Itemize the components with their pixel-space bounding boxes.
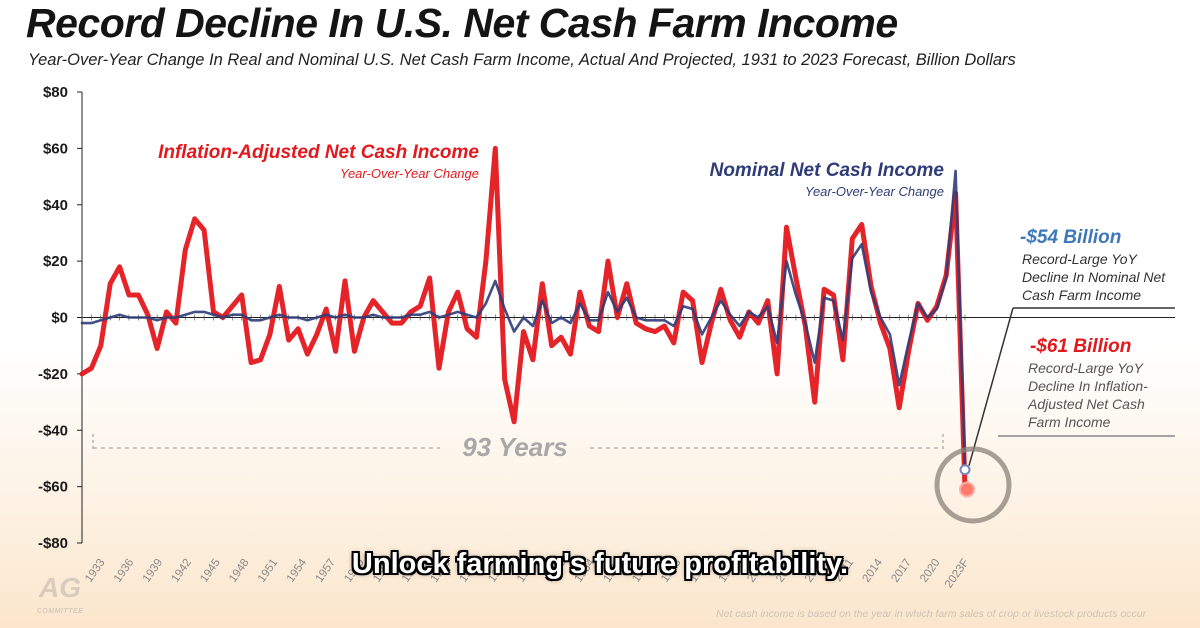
chart-subtitle: Year-Over-Year Change In Real and Nomina… bbox=[28, 51, 1016, 69]
callout-text-nominal: Cash Farm Income bbox=[1022, 287, 1141, 303]
y-tick-label: $40 bbox=[43, 197, 68, 214]
callout-text-real: Adjusted Net Cash bbox=[1027, 396, 1145, 412]
legend-sublabel-nominal: Year-Over-Year Change bbox=[805, 184, 944, 199]
highlight-circle bbox=[934, 446, 1012, 524]
marker-nominal bbox=[959, 464, 971, 476]
callout-text-nominal: Record-Large YoY bbox=[1022, 251, 1139, 267]
series-line-real bbox=[79, 145, 968, 492]
legend-label-nominal: Nominal Net Cash Income bbox=[710, 160, 945, 181]
callouts: -$54 Billion Record-Large YoY Decline In N… bbox=[934, 227, 1175, 524]
span-label: 93 Years bbox=[462, 432, 568, 462]
y-tick-label: -$80 bbox=[38, 535, 68, 552]
callout-text-real: Decline In Inflation- bbox=[1028, 378, 1148, 394]
y-tick-label: $60 bbox=[43, 140, 68, 157]
series-labels: Inflation-Adjusted Net Cash Income Year-O… bbox=[158, 142, 944, 199]
callout-leader-nominal bbox=[968, 307, 1014, 466]
y-tick-label: $0 bbox=[51, 310, 68, 327]
overlay-caption: Unlock farming's future profitability. bbox=[351, 548, 849, 580]
callout-text-nominal: Decline In Nominal Net bbox=[1022, 269, 1166, 285]
logo-text: AG bbox=[39, 572, 81, 603]
callout-text-real: Record-Large YoY bbox=[1028, 360, 1145, 376]
y-axis: $80 $60 $40 $20 $0 -$20 -$40 -$60 -$80 bbox=[38, 84, 83, 552]
logo-watermark: AG COMMITTEE bbox=[32, 568, 88, 620]
y-tick-label: $80 bbox=[43, 84, 68, 101]
y-tick-label: -$20 bbox=[38, 366, 68, 383]
callout-value-real: -$61 Billion bbox=[1030, 336, 1131, 357]
series-layer bbox=[79, 145, 968, 492]
series-line-nominal bbox=[80, 169, 967, 472]
legend-sublabel-real: Year-Over-Year Change bbox=[340, 166, 479, 181]
span-annotation: 93 Years bbox=[92, 432, 944, 462]
y-tick-label: -$40 bbox=[38, 422, 68, 439]
footnote: Net cash income is based on the year in … bbox=[716, 608, 1147, 620]
y-tick-label: $20 bbox=[43, 253, 68, 270]
marker-real bbox=[959, 481, 975, 498]
y-tick-label: -$60 bbox=[38, 479, 68, 496]
callout-text-real: Farm Income bbox=[1028, 414, 1111, 430]
callout-value-nominal: -$54 Billion bbox=[1020, 227, 1121, 248]
chart-title: Record Decline In U.S. Net Cash Farm Inc… bbox=[26, 0, 898, 46]
logo-subtext: COMMITTEE bbox=[36, 608, 84, 615]
legend-label-real: Inflation-Adjusted Net Cash Income bbox=[158, 142, 479, 163]
